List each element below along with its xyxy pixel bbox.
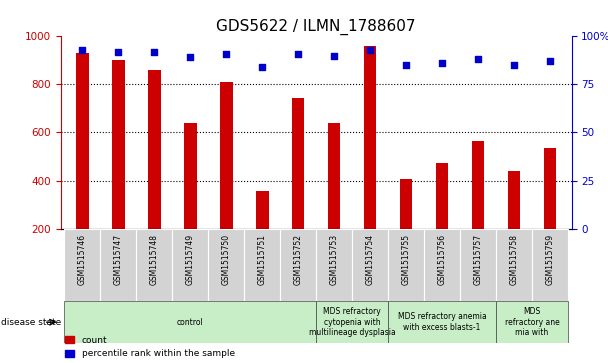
Point (114, 49, 123, 54)
Point (473, 57, 483, 62)
Bar (352, 229, 388, 301)
Text: GSM1515752: GSM1515752 (294, 234, 303, 285)
Text: GSM1515759: GSM1515759 (545, 234, 554, 285)
Bar (424, 229, 460, 301)
Bar (496, 229, 532, 301)
Bar (328, 123, 340, 229)
Text: GSM1515747: GSM1515747 (114, 234, 123, 285)
Text: GSM1515754: GSM1515754 (365, 234, 375, 285)
Bar (316, 301, 388, 343)
Bar (100, 229, 136, 301)
Point (77, 47, 87, 53)
Text: GSM1515753: GSM1515753 (330, 234, 339, 285)
Text: GSM1515748: GSM1515748 (150, 234, 159, 285)
Bar (76, 53, 89, 229)
Bar (496, 301, 568, 343)
Text: MDS refractory anemia
with excess blasts-1: MDS refractory anemia with excess blasts… (398, 313, 486, 332)
Text: GSM1515755: GSM1515755 (401, 234, 410, 285)
Point (330, 53, 339, 58)
Bar (280, 229, 316, 301)
Text: GSM1515756: GSM1515756 (438, 234, 446, 285)
Bar (436, 163, 448, 229)
Bar (64, 229, 100, 301)
Bar (388, 229, 424, 301)
Text: GSM1515757: GSM1515757 (474, 234, 483, 285)
Bar (544, 148, 556, 229)
Text: GSM1515750: GSM1515750 (222, 234, 231, 285)
Point (437, 60, 447, 66)
Bar (209, 229, 244, 301)
Bar (172, 229, 209, 301)
Text: GSM1515751: GSM1515751 (258, 234, 267, 285)
Point (401, 62, 411, 68)
Bar (460, 229, 496, 301)
Text: GSM1515758: GSM1515758 (510, 234, 519, 285)
Bar (244, 229, 280, 301)
Bar (316, 229, 352, 301)
Point (509, 62, 519, 68)
Bar (532, 229, 568, 301)
Bar (64, 301, 316, 343)
Bar (112, 60, 125, 229)
Legend: count, percentile rank within the sample: count, percentile rank within the sample (65, 336, 235, 359)
Point (545, 58, 555, 64)
Title: GDS5622 / ILMN_1788607: GDS5622 / ILMN_1788607 (216, 19, 416, 35)
Bar (220, 82, 232, 229)
Bar (400, 179, 412, 229)
Bar (184, 123, 196, 229)
Point (150, 49, 159, 54)
Bar (256, 191, 269, 229)
Bar (292, 98, 305, 229)
Bar (136, 229, 172, 301)
Point (257, 64, 267, 70)
Bar (508, 171, 520, 229)
Bar (472, 141, 485, 229)
Text: GSM1515749: GSM1515749 (186, 234, 195, 285)
Bar (364, 46, 376, 229)
Point (221, 51, 231, 57)
Text: GSM1515746: GSM1515746 (78, 234, 87, 285)
Bar (388, 301, 496, 343)
Bar (148, 70, 161, 229)
Point (185, 54, 195, 60)
Text: MDS
refractory ane
mia with: MDS refractory ane mia with (505, 307, 559, 337)
Text: MDS refractory
cytopenia with
multilineage dysplasia: MDS refractory cytopenia with multilinea… (309, 307, 395, 337)
Point (365, 47, 375, 53)
Text: disease state: disease state (1, 318, 61, 327)
Text: control: control (177, 318, 204, 327)
Point (293, 51, 303, 57)
